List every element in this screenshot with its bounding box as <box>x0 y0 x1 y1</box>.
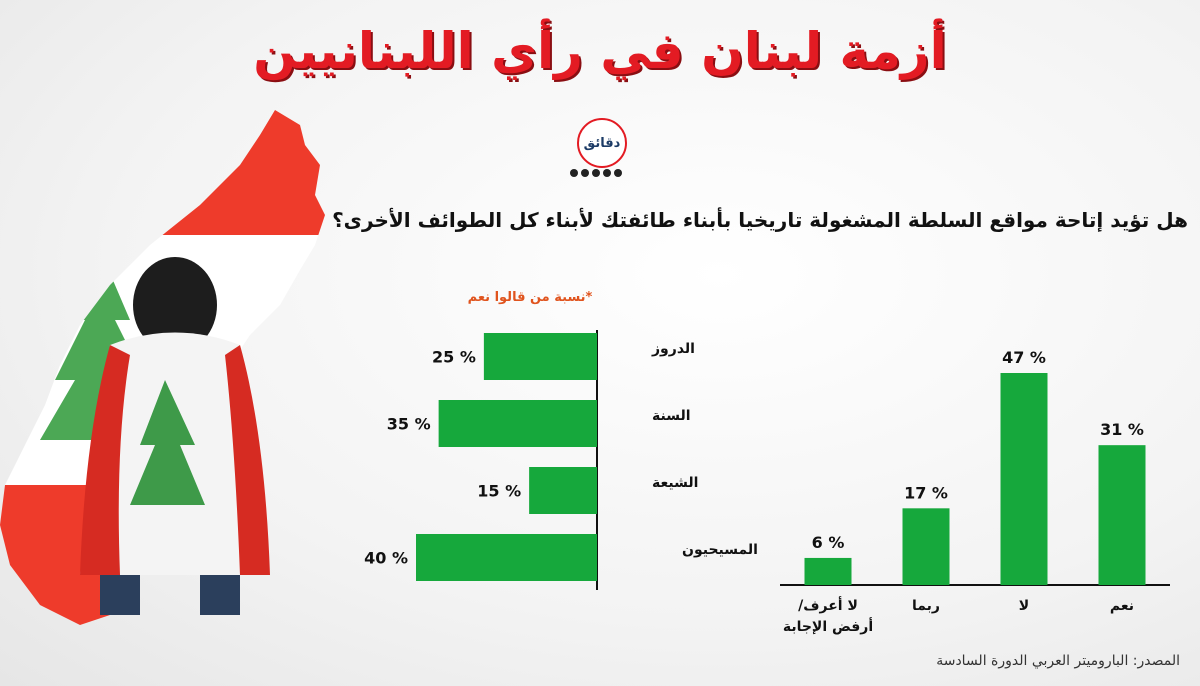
brand-logo: دقائق <box>577 118 627 168</box>
hbar-value-label: 35 % <box>387 415 431 434</box>
source-note: المصدر: الباروميتر العربي الدورة السادسة <box>936 653 1180 669</box>
vbar-bar <box>1098 445 1146 585</box>
vbar-value-label: 31 % <box>1100 420 1144 439</box>
chart-note: *نسبة من قالوا نعم <box>467 290 593 305</box>
vbar-bar <box>1000 373 1048 585</box>
social-icons <box>570 169 622 177</box>
brand-logo-text: دقائق <box>583 135 621 151</box>
vbar-bar <box>902 508 950 585</box>
survey-question: هل تؤيد إتاحة مواقع السلطة المشغولة تاري… <box>332 208 1188 232</box>
vbar-category-label: لا <box>1019 598 1029 614</box>
hbar-category-label: الدروز <box>651 341 695 357</box>
telegram-icon <box>614 169 622 177</box>
hbar-category-label: المسيحيون <box>682 542 758 558</box>
vbar-value-label: 6 % <box>812 533 845 552</box>
page-title: أزمة لبنان في رأي اللبنانيين <box>253 22 947 80</box>
twitter-icon <box>581 169 589 177</box>
horizontal-bar-chart: 25 % الدروز 35 % السنة 15 % الشيعة 40 % المسيحي… <box>364 330 758 590</box>
hbar-bar <box>416 534 597 581</box>
instagram-icon <box>592 169 600 177</box>
hbar-value-label: 15 % <box>477 482 521 501</box>
vbar-bar <box>804 557 852 585</box>
lebanon-map-illustration <box>0 110 325 625</box>
hbar-category-label: السنة <box>652 408 691 424</box>
hbar-bar <box>529 467 597 514</box>
hbar-value-label: 40 % <box>364 549 408 568</box>
hbar-bar <box>438 400 597 447</box>
youtube-icon <box>603 169 611 177</box>
vbar-category-label: ربما <box>912 598 940 614</box>
vbar-category-label: نعم <box>1110 598 1134 614</box>
hbar-bar <box>483 333 597 380</box>
vbar-value-label: 47 % <box>1002 348 1046 367</box>
hbar-category-label: الشيعة <box>652 475 698 491</box>
vbar-value-label: 17 % <box>904 483 948 502</box>
facebook-icon <box>570 169 578 177</box>
hbar-value-label: 25 % <box>432 348 476 367</box>
vbar-category-label: لا أعرف/أرفض الإجابة <box>783 596 873 635</box>
vertical-bar-chart: 31 % نعم 47 % لا 17 % ربما 6 % لا أعرف/أرفض الإ… <box>780 348 1170 635</box>
